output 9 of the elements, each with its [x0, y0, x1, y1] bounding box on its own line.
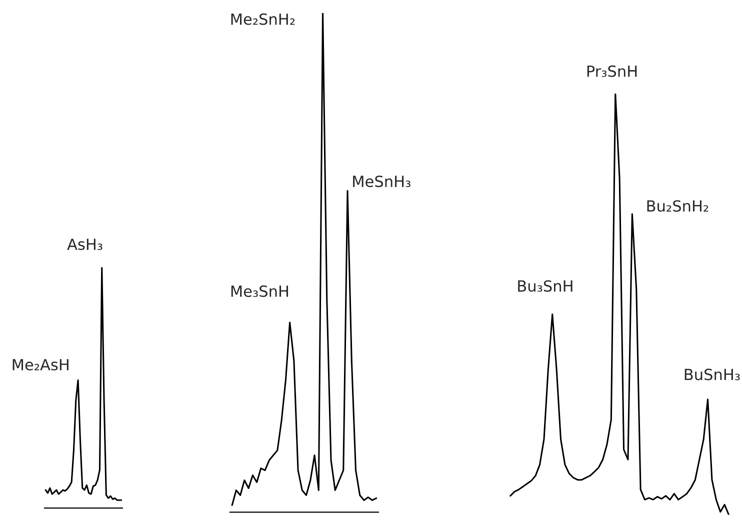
annotation: Bu₃SnH — [518, 280, 572, 292]
annotation: Me₂SnH₂ — [231, 13, 295, 25]
text: Pr₃SnH — [587, 65, 637, 77]
annotation: Bu₂SnH₂ — [647, 200, 708, 212]
annotation: MeSnH₃ — [353, 176, 410, 188]
text: AsH₃ — [67, 238, 102, 250]
annotation: Me₃SnH — [231, 285, 288, 297]
annotation: BuSnH₃ — [684, 368, 740, 380]
annotation: Me₂AsH — [12, 359, 68, 370]
